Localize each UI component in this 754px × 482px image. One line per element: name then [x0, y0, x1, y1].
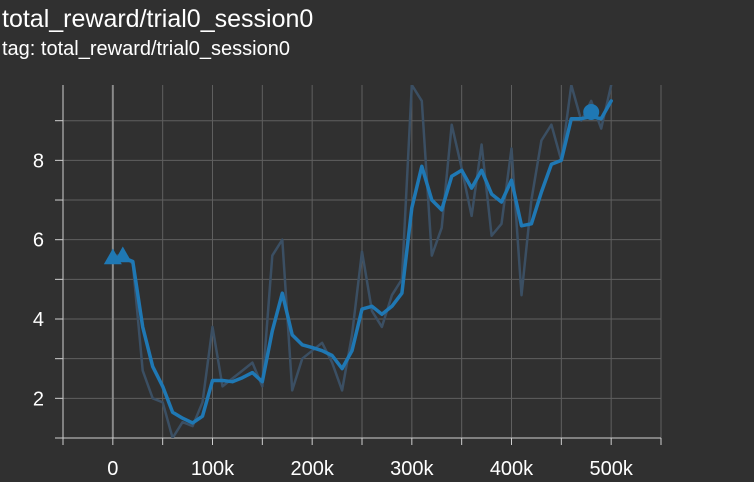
smoothed-series-line	[111, 99, 613, 425]
x-tick-label: 100k	[191, 458, 235, 480]
chart-title: total_reward/trial0_session0	[2, 5, 314, 33]
axes: 0 100k 200k 300k 400k 500k 2 4 6 8	[33, 85, 662, 480]
y-tick-label: 4	[33, 309, 44, 331]
y-tick-label: 8	[33, 150, 44, 172]
x-tick-label: 500k	[589, 458, 633, 480]
x-tick-label: 0	[107, 458, 118, 480]
triangle-marker	[113, 246, 132, 263]
chart-subtitle: tag: total_reward/trial0_session0	[2, 38, 290, 60]
y-tick-label: 6	[33, 230, 44, 252]
y-tick-label: 2	[33, 388, 44, 410]
x-tick-label: 200k	[290, 458, 334, 480]
x-tick-label: 400k	[490, 458, 534, 480]
raw-series-line	[111, 85, 613, 438]
series-layer	[111, 85, 613, 438]
x-tick-label: 300k	[390, 458, 434, 480]
circle-marker	[583, 103, 600, 120]
marker-layer	[103, 103, 600, 265]
